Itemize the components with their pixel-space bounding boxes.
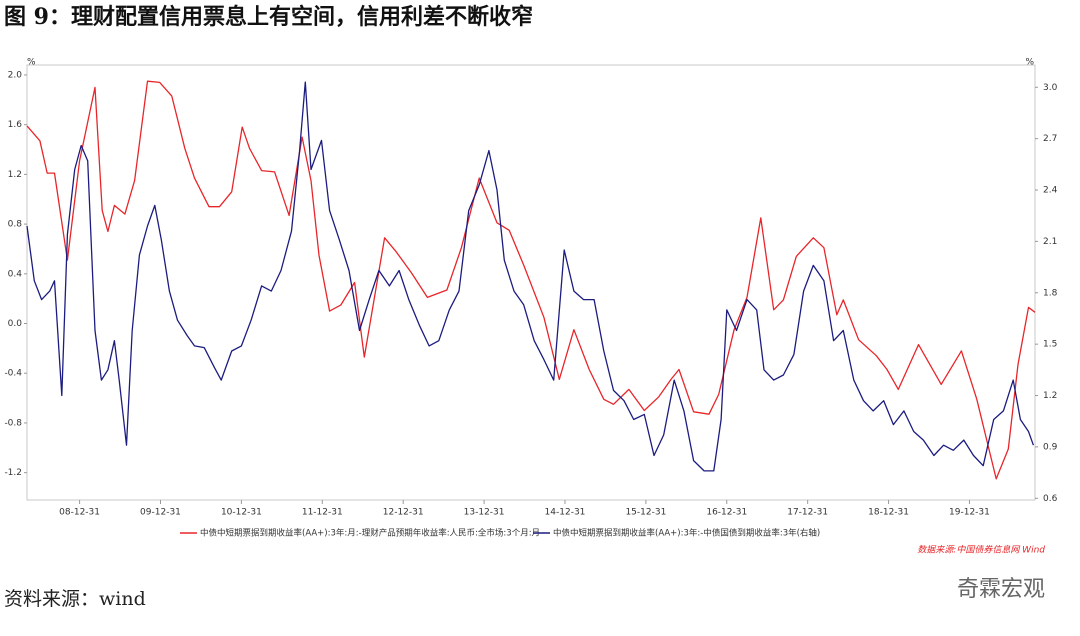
x-tick-label: 13-12-31 (464, 508, 505, 518)
y2-tick-label: 1.5 (1043, 340, 1057, 350)
y2-tick-label: 1.8 (1043, 288, 1058, 298)
x-tick-label: 10-12-31 (221, 508, 262, 518)
x-tick-label: 12-12-31 (383, 508, 424, 518)
legend-label: 中债中短期票据到期收益率(AA+):3年:-中债国债到期收益率:3年(右轴) (553, 528, 820, 539)
y-tick-label: -0.8 (4, 418, 22, 428)
x-tick-label: 11-12-31 (302, 508, 343, 518)
y2-tick-label: 1.2 (1043, 391, 1057, 401)
x-tick-label: 17-12-31 (787, 508, 828, 518)
y2-tick-label: 0.9 (1043, 442, 1058, 452)
y2-tick-label: 2.7 (1043, 134, 1057, 144)
watermark: 奇霖宏观 (957, 577, 1045, 602)
footnote: 资料来源：wind (4, 588, 146, 610)
y-tick-label: -0.4 (4, 369, 22, 379)
x-tick-label: 09-12-31 (140, 508, 181, 518)
y-tick-label: 2.0 (8, 70, 23, 80)
x-tick-label: 15-12-31 (625, 508, 666, 518)
x-tick-label: 19-12-31 (949, 508, 990, 518)
chart-title: 图 9：理财配置信用票息上有空间，信用利差不断收窄 (4, 4, 533, 30)
y-tick-label: 0.8 (8, 220, 23, 230)
y-tick-label: -1.2 (4, 468, 22, 478)
y-tick-label: 0.4 (8, 269, 23, 279)
y2-unit: % (1025, 58, 1034, 68)
x-tick-label: 16-12-31 (706, 508, 747, 518)
y-tick-label: 1.6 (8, 120, 23, 130)
series-line (26, 81, 1035, 472)
y-tick-label: 0.0 (8, 319, 23, 329)
y2-tick-label: 2.1 (1043, 237, 1057, 247)
legend-label: 中债中短期票据到期收益率(AA+):3年:月:-理财产品预期年收益率:人民币:全… (200, 528, 540, 539)
y2-tick-label: 3.0 (1043, 83, 1058, 93)
y-tick-label: 1.2 (8, 170, 22, 180)
plot-frame (26, 64, 1036, 501)
y-unit: % (27, 58, 36, 68)
y2-tick-label: 2.4 (1043, 186, 1058, 196)
x-tick-label: 14-12-31 (545, 508, 586, 518)
y2-tick-label: 0.6 (1043, 494, 1058, 504)
x-tick-label: 18-12-31 (868, 508, 909, 518)
series-line (26, 80, 1036, 480)
source-note: 数据来源:中国债券信息网 Wind (917, 545, 1045, 556)
x-tick-label: 08-12-31 (59, 508, 100, 518)
